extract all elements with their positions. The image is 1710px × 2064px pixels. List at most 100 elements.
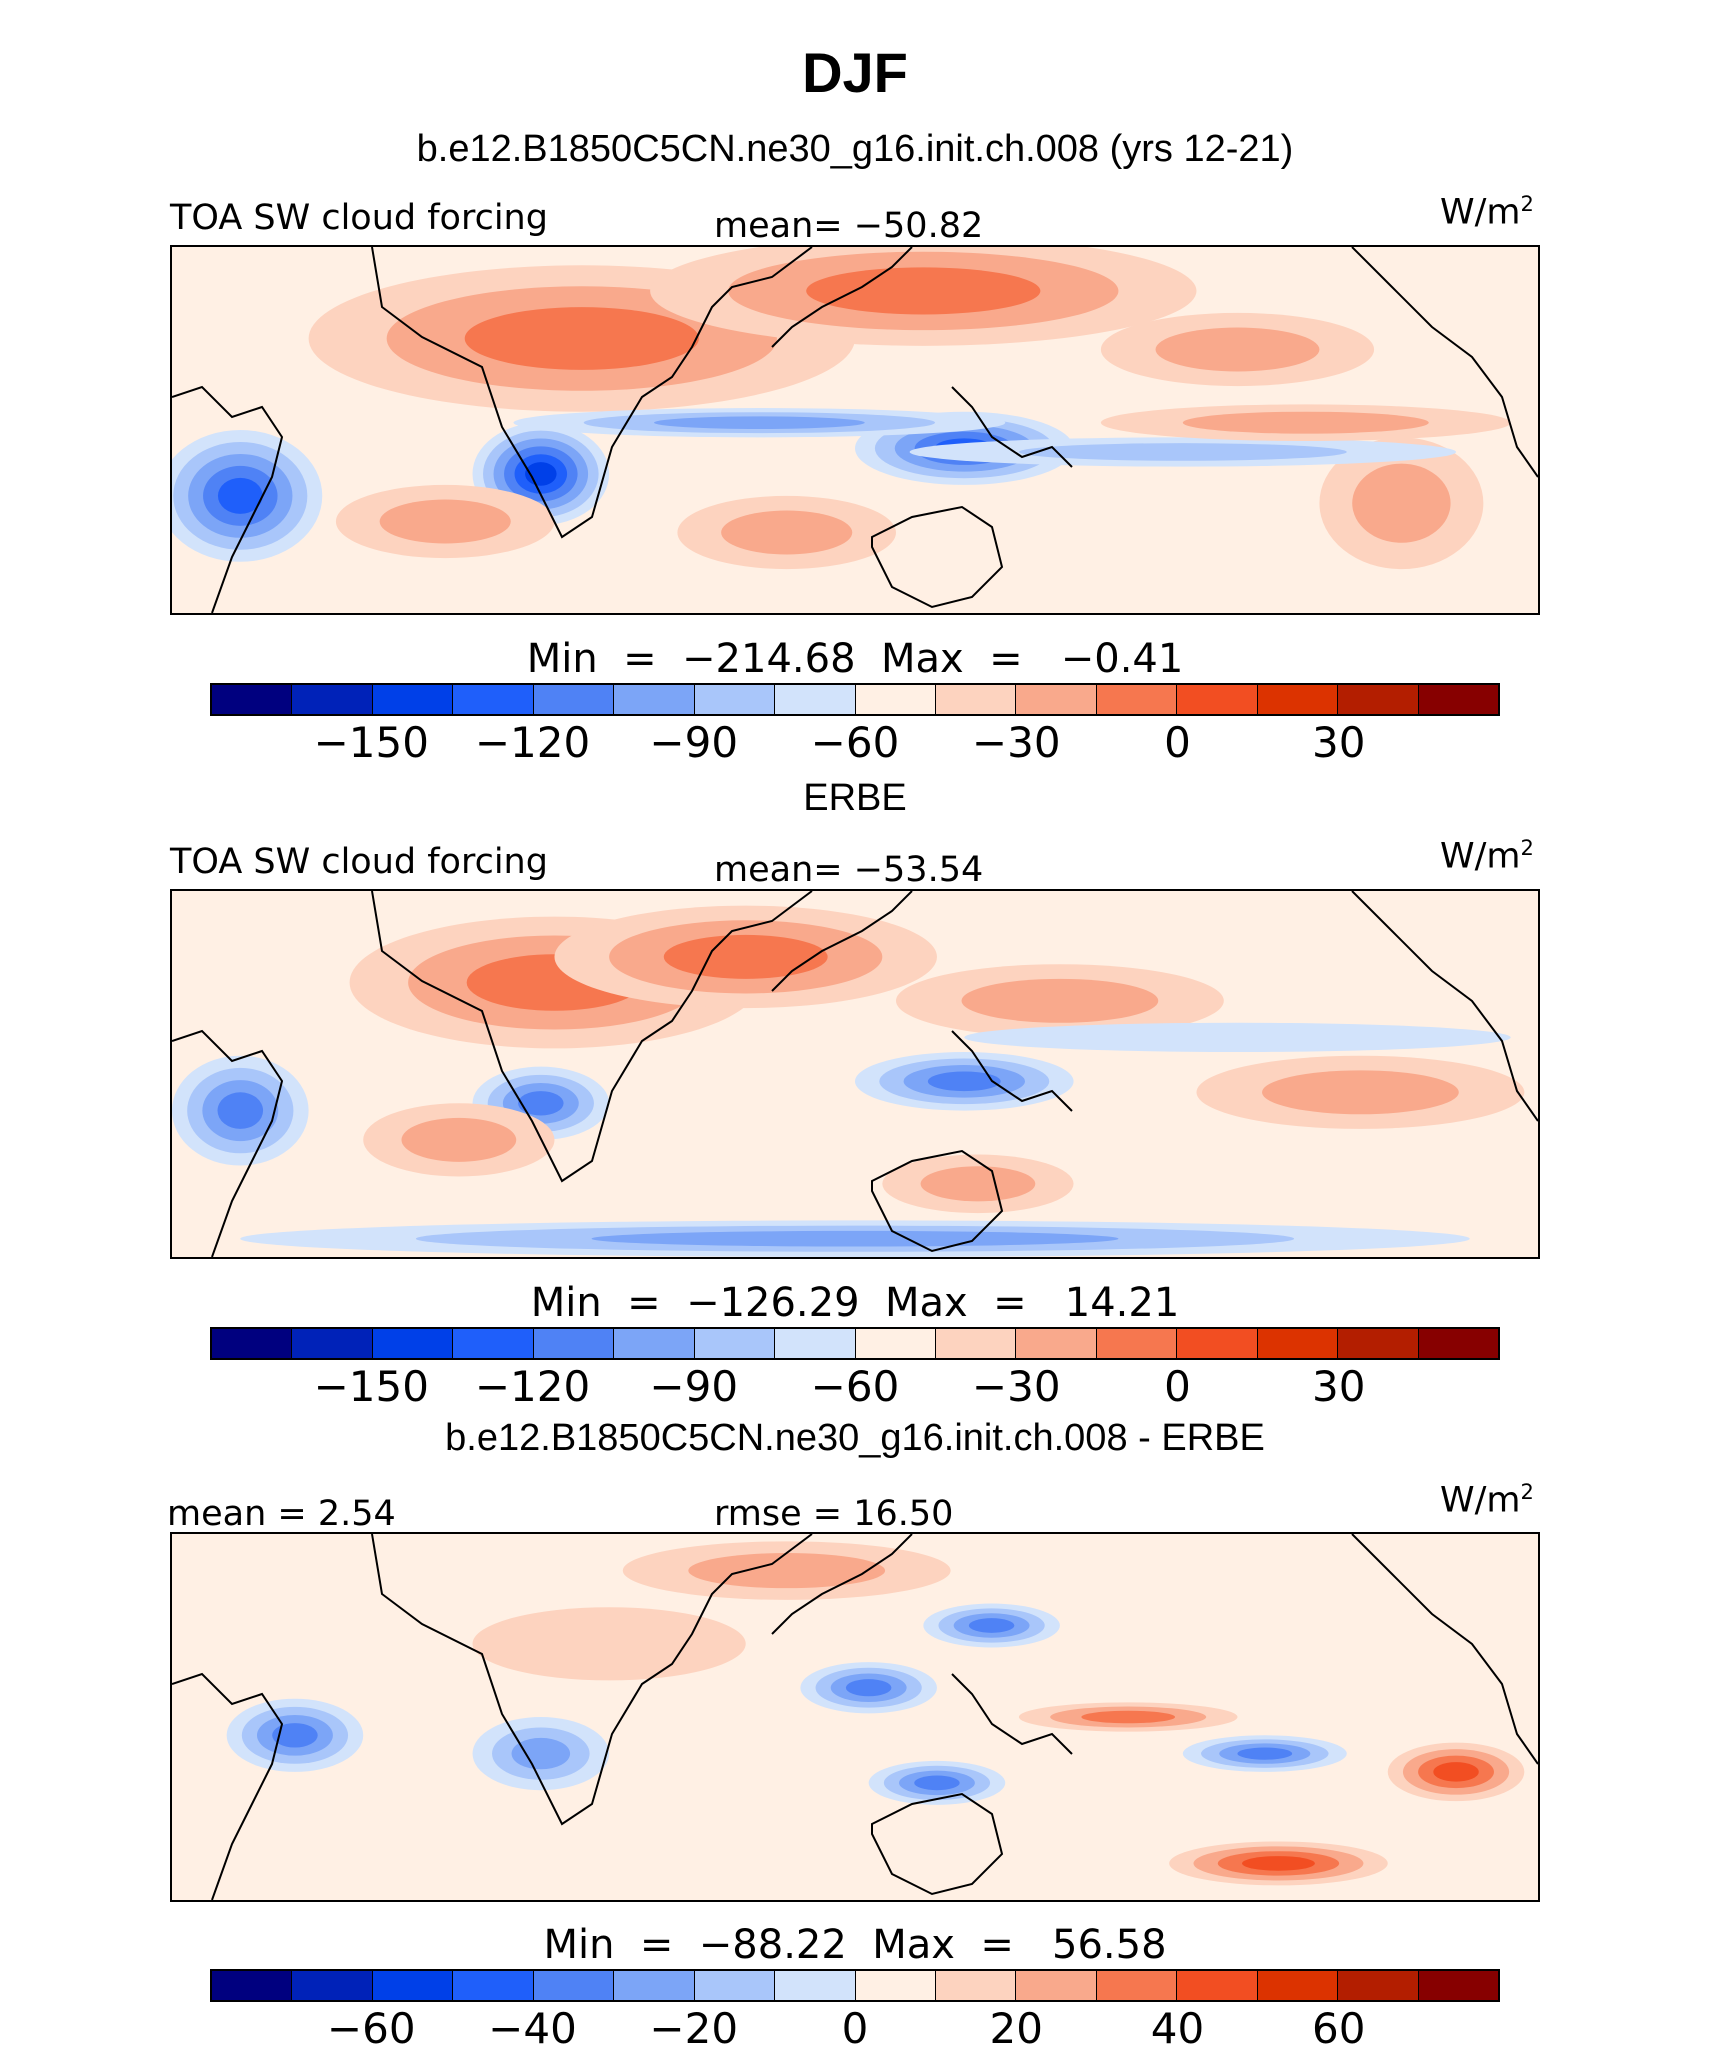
coastline bbox=[1351, 247, 1538, 478]
colorbar-tick-label: −90 bbox=[649, 1362, 739, 1411]
colorbar-tick-label: −20 bbox=[649, 2004, 739, 2053]
colorbar-swatch bbox=[212, 1329, 293, 1358]
panel-3-colorbar bbox=[210, 1969, 1500, 2002]
coastline bbox=[951, 386, 1073, 468]
contour-region bbox=[845, 1679, 892, 1697]
panel-3-colorbar-ticks: −60 −40 −20 0 20 40 60 bbox=[210, 2004, 1500, 2054]
contour-region bbox=[272, 1723, 318, 1748]
colorbar-swatch bbox=[1257, 685, 1339, 714]
colorbar-swatch bbox=[1016, 685, 1097, 714]
contour-region bbox=[806, 267, 1041, 315]
panel-2-mean-label: mean= −53.54 bbox=[714, 850, 984, 890]
colorbar-swatch bbox=[453, 685, 534, 714]
colorbar-swatch bbox=[453, 1971, 534, 2000]
panel-2-colorbar-ticks: −150 −120 −90 −60 −30 0 30 bbox=[210, 1362, 1500, 1412]
colorbar-tick-label: −60 bbox=[810, 718, 900, 767]
coastline bbox=[771, 891, 913, 992]
colorbar-swatch bbox=[292, 685, 373, 714]
coastline bbox=[371, 247, 813, 539]
panel-2-variable-label: TOA SW cloud forcing bbox=[170, 842, 548, 882]
colorbar-tick-label: −30 bbox=[971, 718, 1061, 767]
contour-region bbox=[1352, 463, 1451, 543]
contour-region bbox=[1237, 1747, 1293, 1760]
colorbar-swatch bbox=[935, 685, 1017, 714]
colorbar-swatch bbox=[855, 685, 936, 714]
contour-region bbox=[511, 1737, 571, 1770]
contour-region bbox=[401, 1117, 517, 1162]
colorbar-tick-label: 40 bbox=[1150, 2004, 1205, 2053]
colorbar-tick-label: −60 bbox=[326, 2004, 416, 2053]
panel-2-colorbar bbox=[210, 1327, 1500, 1360]
contour-region bbox=[379, 499, 511, 544]
panel-1-map bbox=[170, 245, 1540, 615]
panel-2-map bbox=[170, 889, 1540, 1259]
colorbar-tick-label: 20 bbox=[989, 2004, 1043, 2053]
contour-region bbox=[688, 1553, 886, 1589]
coastline bbox=[771, 1534, 913, 1635]
coastline bbox=[871, 505, 1004, 609]
colorbar-swatch bbox=[1016, 1329, 1097, 1358]
contour-region bbox=[721, 510, 853, 555]
colorbar-swatch bbox=[1338, 685, 1419, 714]
colorbar-swatch bbox=[1016, 1971, 1097, 2000]
panel-3-rmse-label: rmse = 16.50 bbox=[714, 1494, 954, 1534]
colorbar-swatch bbox=[533, 685, 615, 714]
contour-region bbox=[1262, 1070, 1459, 1115]
colorbar-swatch bbox=[1418, 1329, 1498, 1358]
colorbar-swatch bbox=[1177, 1329, 1258, 1358]
figure-title: DJF bbox=[802, 41, 908, 104]
contour-region bbox=[1242, 1856, 1315, 1871]
panel-2-min-max: Min = −126.29 Max = 14.21 bbox=[530, 1280, 1180, 1326]
coastline bbox=[1351, 891, 1538, 1122]
colorbar-swatch bbox=[855, 1971, 936, 2000]
panel-2-units: W/m2 bbox=[1440, 836, 1534, 877]
colorbar-swatch bbox=[1338, 1971, 1419, 2000]
colorbar-swatch bbox=[935, 1329, 1017, 1358]
colorbar-tick-label: −30 bbox=[971, 1362, 1061, 1411]
panel-1-units: W/m2 bbox=[1440, 192, 1534, 233]
panel-1-colorbar bbox=[210, 683, 1500, 716]
contour-region bbox=[663, 934, 828, 979]
panel-3-case-title: b.e12.B1850C5CN.ne30_g16.init.ch.008 - E… bbox=[445, 1417, 1265, 1459]
contour-region bbox=[518, 1091, 564, 1116]
coastline bbox=[371, 891, 813, 1183]
contour-region bbox=[1155, 327, 1320, 372]
panel-1-variable-label: TOA SW cloud forcing bbox=[170, 198, 548, 238]
colorbar-tick-label: 30 bbox=[1312, 1362, 1366, 1411]
panel-3-map bbox=[170, 1532, 1540, 1902]
colorbar-tick-label: −120 bbox=[474, 1362, 591, 1411]
panel-3-units: W/m2 bbox=[1440, 1480, 1534, 1521]
contour-region bbox=[968, 1618, 1015, 1633]
coastline bbox=[951, 1673, 1073, 1755]
colorbar-swatch bbox=[453, 1329, 534, 1358]
colorbar-swatch bbox=[292, 1329, 373, 1358]
colorbar-swatch bbox=[1418, 1971, 1498, 2000]
contour-region bbox=[654, 416, 865, 429]
contour-region bbox=[964, 1022, 1511, 1053]
colorbar-swatch bbox=[1257, 1971, 1339, 2000]
contour-region bbox=[1433, 1762, 1479, 1782]
contour-region bbox=[920, 1166, 1036, 1202]
colorbar-swatch bbox=[1257, 1329, 1339, 1358]
coastline bbox=[172, 1029, 284, 1257]
panel-2-case-title: ERBE bbox=[803, 777, 907, 819]
colorbar-tick-label: −120 bbox=[474, 718, 591, 767]
colorbar-swatch bbox=[372, 1329, 454, 1358]
coastline bbox=[871, 1149, 1004, 1253]
colorbar-swatch bbox=[775, 1329, 856, 1358]
colorbar-swatch bbox=[1338, 1329, 1419, 1358]
colorbar-swatch bbox=[212, 1971, 293, 2000]
contour-region bbox=[927, 1071, 1001, 1092]
contour-region bbox=[464, 307, 699, 370]
colorbar-tick-label: −40 bbox=[488, 2004, 577, 2053]
coastline bbox=[172, 1672, 284, 1900]
colorbar-tick-label: 0 bbox=[1164, 718, 1191, 767]
colorbar-tick-label: −90 bbox=[649, 718, 739, 767]
colorbar-tick-label: −60 bbox=[810, 1362, 900, 1411]
colorbar-tick-label: 30 bbox=[1312, 718, 1366, 767]
colorbar-swatch bbox=[1177, 685, 1258, 714]
panel-1-min-max: Min = −214.68 Max = −0.41 bbox=[526, 636, 1184, 682]
colorbar-swatch bbox=[935, 1971, 1017, 2000]
panel-1-colorbar-ticks: −150 −120 −90 −60 −30 0 30 bbox=[210, 718, 1500, 768]
colorbar-swatch bbox=[1418, 685, 1498, 714]
